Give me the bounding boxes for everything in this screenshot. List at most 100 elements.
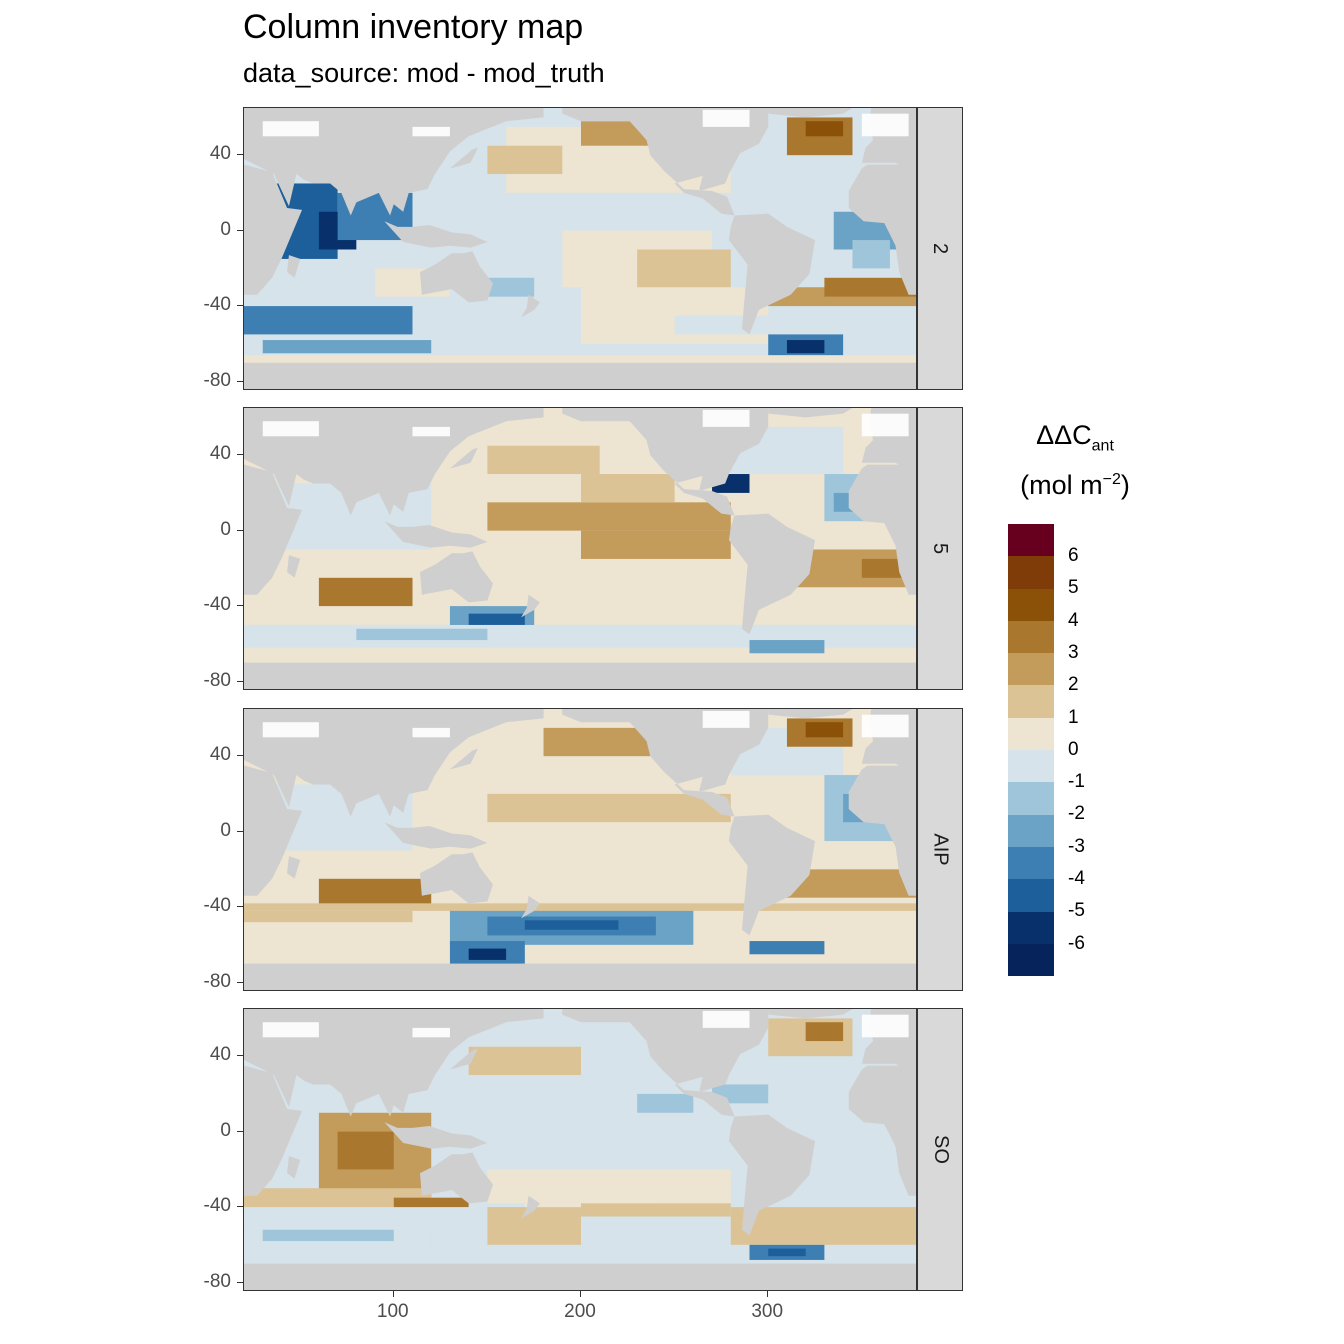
legend-label: -2 bbox=[1068, 803, 1085, 825]
missing-data bbox=[702, 409, 750, 427]
map-panel-5 bbox=[243, 407, 917, 690]
y-tick-mark bbox=[237, 454, 243, 456]
ocean-cell bbox=[244, 910, 413, 923]
missing-data bbox=[412, 727, 450, 738]
ocean-cell bbox=[244, 306, 413, 335]
y-tick-mark bbox=[237, 154, 243, 156]
land-mask bbox=[419, 551, 494, 603]
missing-data bbox=[861, 113, 909, 137]
missing-data bbox=[412, 126, 450, 137]
missing-data bbox=[702, 109, 750, 127]
y-tick-label: 40 bbox=[209, 1044, 231, 1066]
legend-label: -1 bbox=[1068, 771, 1085, 793]
ocean-cell bbox=[356, 628, 488, 641]
y-tick-label: -80 bbox=[203, 669, 231, 691]
legend-label: 2 bbox=[1068, 674, 1079, 696]
ocean-cell bbox=[581, 1203, 731, 1217]
legend-unit: (mol m−2) bbox=[1005, 470, 1145, 501]
ocean-cell bbox=[861, 558, 909, 578]
legend-label: 3 bbox=[1068, 641, 1079, 663]
land-mask bbox=[521, 1195, 540, 1219]
map-raster bbox=[244, 1009, 916, 1290]
ocean-cell bbox=[262, 1229, 394, 1242]
legend-title-sub: ant bbox=[1091, 437, 1114, 455]
missing-data bbox=[262, 121, 319, 137]
y-tick-label: 0 bbox=[220, 1119, 231, 1141]
missing-data bbox=[262, 421, 319, 437]
land-mask bbox=[287, 255, 301, 278]
land-mask bbox=[562, 709, 769, 817]
x-tick-label: 100 bbox=[376, 1301, 409, 1322]
land-mask bbox=[244, 765, 303, 896]
map-panel-2 bbox=[243, 107, 917, 390]
legend-label: -3 bbox=[1068, 835, 1085, 857]
y-tick-mark bbox=[237, 605, 243, 607]
x-tick-mark bbox=[580, 1291, 581, 1297]
legend-swatch bbox=[1008, 556, 1054, 589]
legend-title-main: ΔΔC bbox=[1036, 420, 1092, 450]
legend-swatch bbox=[1008, 846, 1054, 880]
ocean-cell bbox=[581, 474, 675, 503]
y-tick-label: 0 bbox=[220, 819, 231, 841]
land-mask bbox=[449, 1048, 479, 1070]
ocean-cell bbox=[468, 1046, 581, 1076]
land-mask bbox=[521, 294, 540, 318]
land-mask bbox=[521, 594, 540, 618]
missing-data bbox=[861, 714, 909, 738]
facet-strip: 5 bbox=[917, 407, 963, 690]
land-mask bbox=[768, 1009, 853, 1019]
y-tick-label: -80 bbox=[203, 1270, 231, 1292]
land-mask bbox=[521, 895, 540, 919]
land-mask bbox=[384, 822, 488, 849]
legend-swatch bbox=[1008, 782, 1054, 815]
legend-label: -6 bbox=[1068, 932, 1085, 954]
land-mask bbox=[419, 251, 494, 303]
ocean-cell bbox=[768, 1248, 806, 1257]
y-tick-mark bbox=[237, 906, 243, 908]
legend-swatch bbox=[1008, 750, 1054, 783]
y-tick-label: 40 bbox=[209, 744, 231, 766]
land-mask bbox=[848, 765, 916, 896]
legend-swatch bbox=[1008, 717, 1054, 751]
land-mask bbox=[728, 513, 816, 635]
missing-data bbox=[861, 1014, 909, 1038]
x-tick-mark bbox=[392, 1291, 394, 1297]
land-mask bbox=[848, 164, 916, 295]
ocean-cell bbox=[487, 277, 535, 297]
facet-label: 2 bbox=[929, 242, 952, 255]
y-tick-label: 0 bbox=[220, 218, 231, 240]
y-tick-mark bbox=[237, 1206, 243, 1208]
y-tick-label: -40 bbox=[203, 895, 231, 917]
y-tick-label: -40 bbox=[203, 1195, 231, 1217]
y-tick-mark bbox=[237, 1281, 243, 1283]
y-tick-label: 40 bbox=[209, 143, 231, 165]
land-mask bbox=[562, 108, 769, 216]
missing-data bbox=[262, 1022, 319, 1038]
ocean-cell bbox=[337, 1131, 394, 1170]
y-tick-label: -40 bbox=[203, 594, 231, 616]
land-mask bbox=[287, 555, 301, 578]
ocean-cell bbox=[244, 1188, 432, 1208]
legend-swatch bbox=[1008, 911, 1054, 944]
x-tick-mark bbox=[767, 1291, 769, 1297]
y-tick-mark bbox=[237, 229, 243, 231]
ocean-cell bbox=[637, 249, 731, 288]
ocean-cell bbox=[487, 502, 731, 531]
y-tick-mark bbox=[237, 529, 243, 531]
ocean-cell bbox=[581, 287, 769, 344]
facet-strip: 2 bbox=[917, 107, 963, 390]
ocean-cell bbox=[487, 793, 731, 823]
missing-data bbox=[262, 722, 319, 738]
land-mask bbox=[562, 408, 769, 516]
legend-label: 5 bbox=[1068, 577, 1079, 599]
land-mask bbox=[287, 856, 301, 879]
ocean-cell bbox=[637, 1093, 694, 1113]
missing-data bbox=[412, 426, 450, 437]
ocean-cell bbox=[487, 1207, 581, 1245]
legend-swatch bbox=[1008, 620, 1054, 654]
map-panel-so bbox=[243, 1008, 917, 1291]
legend-label: 1 bbox=[1068, 706, 1079, 728]
ocean-cell bbox=[730, 1207, 916, 1245]
land-mask bbox=[384, 221, 488, 248]
ocean-cell bbox=[244, 903, 916, 911]
